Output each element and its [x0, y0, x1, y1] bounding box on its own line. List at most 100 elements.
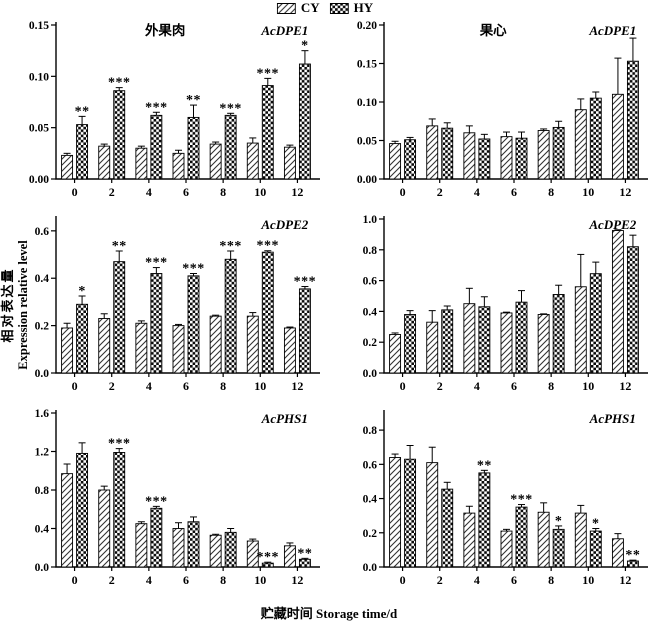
- svg-text:0.0: 0.0: [363, 562, 378, 574]
- svg-text:***: ***: [257, 239, 280, 254]
- svg-text:**: **: [75, 104, 90, 119]
- svg-text:4: 4: [474, 573, 480, 587]
- svg-text:8: 8: [220, 185, 226, 199]
- svg-text:***: ***: [145, 256, 168, 271]
- svg-text:**: **: [297, 546, 312, 561]
- svg-text:8: 8: [548, 185, 554, 199]
- subplot-acdpe2-3: 0.0 0.2 0.4 0.6 0.8 1.0 0 2 4 6 8 10 12 AcDPE2: [363, 214, 648, 393]
- svg-text:0.6: 0.6: [363, 276, 378, 288]
- svg-text:0.05: 0.05: [357, 136, 377, 148]
- svg-text:2: 2: [437, 573, 443, 587]
- svg-text:0.00: 0.00: [357, 174, 377, 186]
- svg-text:6: 6: [183, 185, 189, 199]
- svg-text:0.0: 0.0: [35, 368, 50, 380]
- svg-text:8: 8: [548, 379, 554, 393]
- x-axis-label-en: Storage time/d: [316, 606, 398, 621]
- svg-text:0.8: 0.8: [363, 425, 378, 437]
- svg-text:0.15: 0.15: [29, 20, 49, 32]
- svg-text:8: 8: [220, 379, 226, 393]
- svg-text:0.4: 0.4: [363, 494, 378, 506]
- svg-text:6: 6: [511, 379, 517, 393]
- svg-text:0.10: 0.10: [357, 97, 377, 109]
- svg-text:AcDPE1: AcDPE1: [588, 23, 636, 38]
- subplot-acphs1-5: 0.0 0.2 0.4 0.6 0.8 0 2 4 ** 6 *** 8 * 10 * 12 ** AcPHS1: [363, 410, 648, 587]
- svg-text:**: **: [625, 548, 640, 563]
- svg-text:4: 4: [146, 379, 152, 393]
- svg-text:0.4: 0.4: [35, 273, 50, 285]
- svg-text:0.2: 0.2: [363, 337, 378, 349]
- svg-text:0: 0: [72, 185, 78, 199]
- svg-text:4: 4: [146, 185, 152, 199]
- svg-text:12: 12: [291, 379, 303, 393]
- svg-text:2: 2: [109, 185, 115, 199]
- svg-text:2: 2: [437, 185, 443, 199]
- svg-text:6: 6: [511, 185, 517, 199]
- svg-text:1.2: 1.2: [35, 447, 50, 459]
- svg-text:***: ***: [182, 261, 205, 276]
- svg-text:***: ***: [510, 493, 533, 508]
- svg-text:12: 12: [291, 573, 303, 587]
- svg-text:0.15: 0.15: [357, 59, 377, 71]
- legend-label-hy: HY: [353, 0, 374, 15]
- svg-text:10: 10: [582, 573, 594, 587]
- x-axis-label: 贮藏时间 Storage time/d: [0, 603, 658, 622]
- svg-text:*: *: [592, 517, 600, 532]
- legend-label-cy: CY: [300, 0, 320, 15]
- svg-text:**: **: [186, 93, 201, 108]
- svg-text:2: 2: [437, 379, 443, 393]
- svg-text:*: *: [78, 284, 86, 299]
- subplot-acphs1-4: 0.0 0.4 0.8 1.2 1.6 0 2 *** 4 *** 6 8 10 *** 12 ** AcPHS…: [35, 408, 320, 587]
- svg-text:0.10: 0.10: [29, 71, 49, 83]
- svg-text:6: 6: [183, 573, 189, 587]
- svg-text:***: ***: [219, 239, 242, 254]
- legend-swatch-cy-icon: [276, 2, 296, 14]
- svg-text:1.0: 1.0: [363, 214, 378, 226]
- svg-text:0.4: 0.4: [35, 524, 50, 536]
- svg-text:AcPHS1: AcPHS1: [589, 411, 636, 426]
- svg-text:AcPHS1: AcPHS1: [261, 411, 308, 426]
- svg-text:0.8: 0.8: [363, 245, 378, 257]
- svg-text:2: 2: [109, 379, 115, 393]
- svg-text:0.6: 0.6: [363, 459, 378, 471]
- svg-text:12: 12: [291, 185, 303, 199]
- legend: CY HY: [276, 0, 381, 16]
- svg-text:0.05: 0.05: [29, 123, 49, 135]
- svg-text:0: 0: [400, 379, 406, 393]
- svg-text:**: **: [477, 458, 492, 473]
- svg-text:12: 12: [619, 573, 631, 587]
- svg-text:AcDPE2: AcDPE2: [260, 217, 308, 232]
- svg-text:0.2: 0.2: [363, 528, 378, 540]
- svg-text:*: *: [301, 39, 309, 54]
- svg-text:10: 10: [582, 185, 594, 199]
- svg-text:AcDPE2: AcDPE2: [588, 217, 636, 232]
- subplot-acdpe1-1: 0.00 0.05 0.10 0.15 0.20 0 2 4 6 8 10 12 果心 AcDPE1: [357, 20, 648, 199]
- subplot-acdpe2-2: 0.0 0.2 0.4 0.6 0 * 2 ** 4 *** 6 *** 8 *** 10 *** 12 *** A…: [35, 216, 320, 393]
- svg-text:***: ***: [145, 494, 168, 509]
- svg-text:10: 10: [254, 379, 266, 393]
- svg-text:10: 10: [582, 379, 594, 393]
- svg-text:12: 12: [619, 185, 631, 199]
- svg-text:2: 2: [109, 573, 115, 587]
- svg-text:*: *: [555, 514, 563, 529]
- svg-text:0.2: 0.2: [35, 321, 50, 333]
- svg-text:**: **: [112, 239, 127, 254]
- x-axis-label-cn: 贮藏时间: [260, 606, 313, 621]
- svg-text:0.4: 0.4: [363, 306, 378, 318]
- svg-text:***: ***: [219, 101, 242, 116]
- svg-text:***: ***: [294, 275, 317, 290]
- subplot-acdpe1-0: 0.00 0.05 0.10 0.15 0 ** 2 *** 4 *** 6 ** 8 *** 10 *** 1…: [29, 20, 320, 199]
- svg-text:1.6: 1.6: [35, 408, 50, 420]
- svg-text:***: ***: [257, 550, 280, 565]
- svg-text:果心: 果心: [480, 23, 507, 38]
- svg-text:8: 8: [220, 573, 226, 587]
- svg-text:4: 4: [474, 185, 480, 199]
- svg-text:0.0: 0.0: [35, 562, 50, 574]
- svg-text:0.6: 0.6: [35, 226, 50, 238]
- svg-text:6: 6: [511, 573, 517, 587]
- svg-text:外果肉: 外果肉: [145, 22, 186, 38]
- svg-text:0.0: 0.0: [363, 368, 378, 380]
- svg-text:0.8: 0.8: [35, 485, 50, 497]
- svg-text:***: ***: [108, 76, 131, 91]
- svg-text:***: ***: [108, 437, 131, 452]
